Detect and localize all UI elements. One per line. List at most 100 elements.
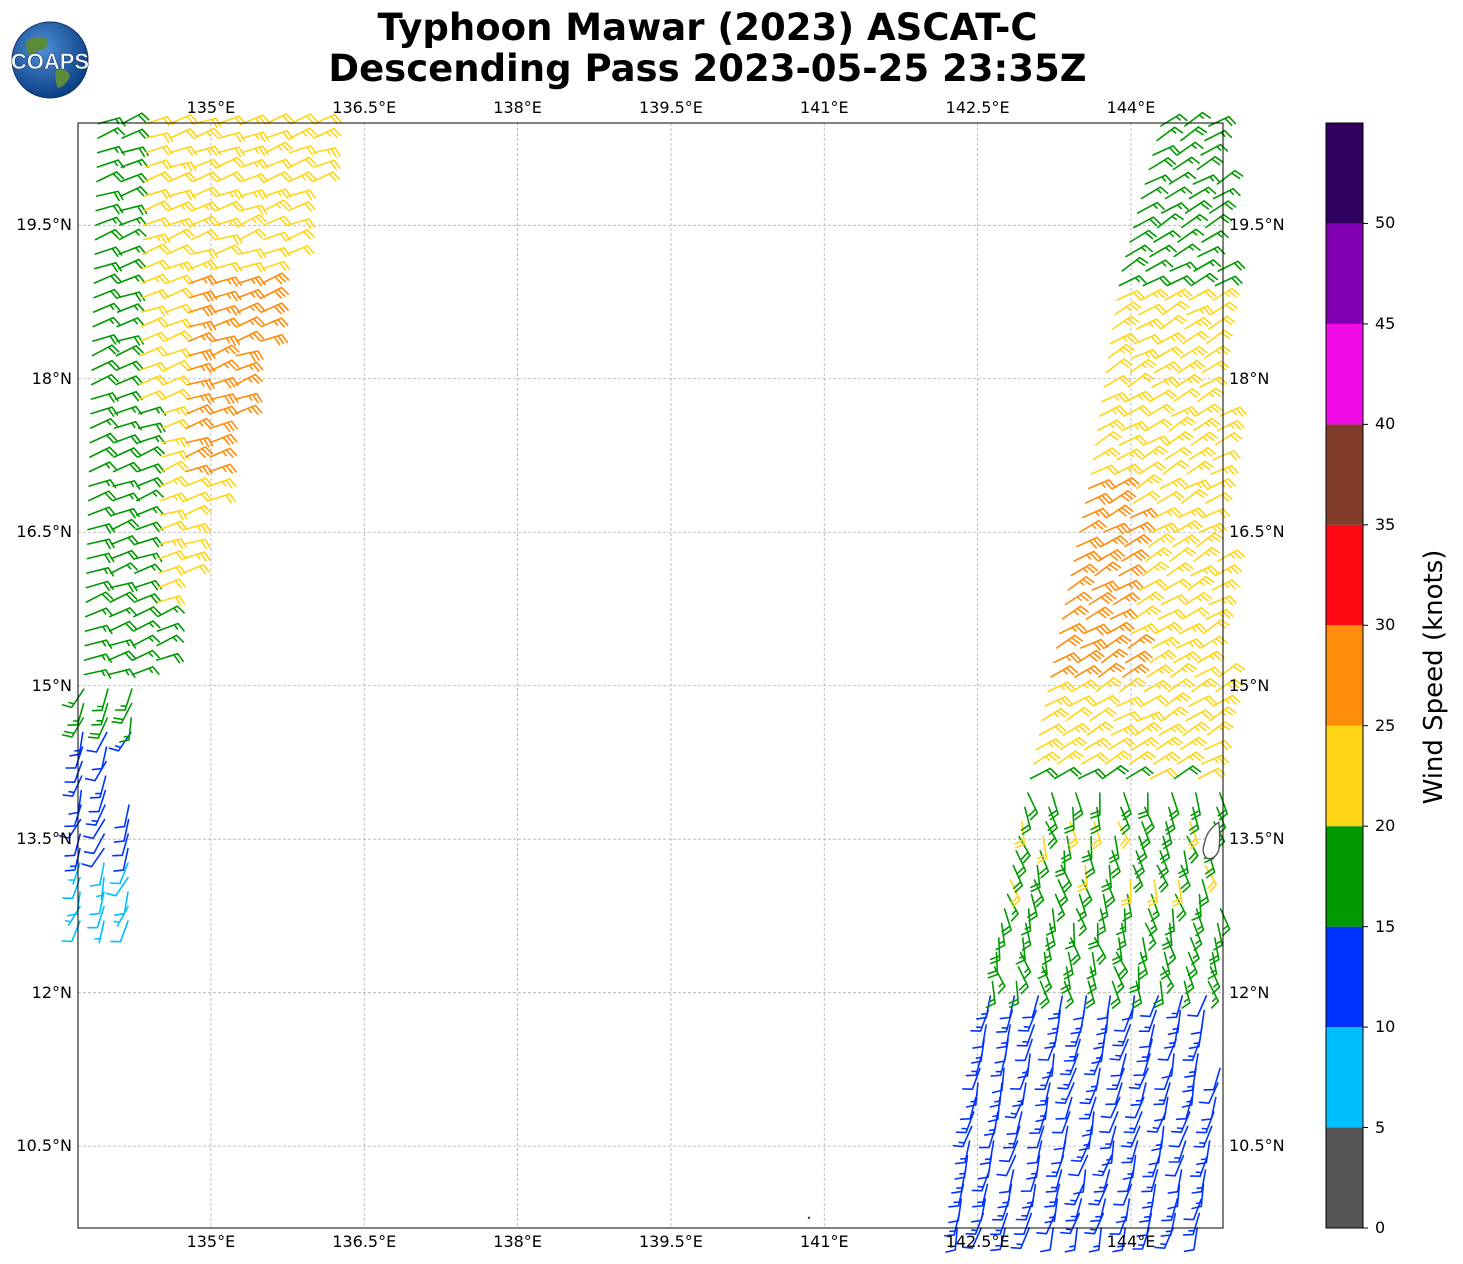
wind-barb xyxy=(1196,532,1224,548)
wind-barb xyxy=(216,171,245,183)
wind-barb xyxy=(989,1082,1003,1108)
wind-barb xyxy=(1029,767,1058,780)
wind-barb xyxy=(1169,547,1197,562)
wind-barb xyxy=(1123,1111,1143,1134)
wind-barb xyxy=(159,520,188,531)
wind-barb xyxy=(1172,534,1200,548)
wind-barb xyxy=(240,173,269,184)
wind-barb xyxy=(1093,1169,1111,1193)
wind-barb xyxy=(1168,416,1196,432)
wind-barb xyxy=(1018,835,1031,864)
wind-barb xyxy=(1014,1038,1033,1062)
wind-barb xyxy=(1110,980,1121,1009)
wind-barb xyxy=(1041,707,1069,722)
wind-barb xyxy=(113,818,130,843)
wind-barb xyxy=(1044,695,1073,707)
wind-barb xyxy=(210,376,240,389)
wind-barb xyxy=(1085,1067,1101,1093)
wind-barb xyxy=(1163,578,1192,591)
wind-barb xyxy=(1157,213,1184,229)
wind-barb xyxy=(97,117,126,127)
wind-barb xyxy=(186,379,215,390)
wind-barb xyxy=(1098,893,1109,922)
wind-barb xyxy=(1187,575,1215,591)
wind-barb xyxy=(1162,300,1190,316)
wind-barb xyxy=(1053,652,1082,664)
wind-barb xyxy=(312,171,341,183)
wind-barb xyxy=(234,373,263,386)
wind-barb xyxy=(263,215,292,226)
wind-barb xyxy=(1143,679,1171,693)
wind-barb xyxy=(1166,431,1194,446)
wind-barb xyxy=(184,464,213,476)
wind-barb xyxy=(1204,129,1233,142)
wind-barb xyxy=(140,316,169,328)
wind-barb xyxy=(1083,737,1112,751)
wind-barb xyxy=(1035,1082,1051,1107)
wind-barb xyxy=(111,702,133,724)
wind-barb xyxy=(191,201,220,212)
wind-barb xyxy=(1133,216,1161,229)
wind-barb xyxy=(1155,346,1184,359)
wind-barb xyxy=(1105,1082,1123,1106)
wind-barb xyxy=(1212,287,1240,301)
wind-barb xyxy=(159,509,188,521)
wind-barb xyxy=(1192,174,1221,185)
wind-barb xyxy=(1045,1169,1063,1193)
wind-barb xyxy=(209,433,238,446)
wind-barb xyxy=(1117,821,1130,849)
lat-tick-label-left: 12°N xyxy=(31,982,72,1002)
wind-barb xyxy=(1210,301,1238,316)
wind-barb xyxy=(240,158,269,170)
wind-barb xyxy=(108,620,137,632)
wind-barb xyxy=(1161,1198,1179,1222)
wind-barb xyxy=(1060,864,1072,893)
wind-barb xyxy=(183,522,212,534)
wind-barb xyxy=(143,217,172,228)
wind-barb xyxy=(262,231,291,242)
wind-barb xyxy=(1115,1198,1131,1224)
wind-barb xyxy=(1062,722,1091,736)
wind-barb xyxy=(1133,334,1163,345)
wind-barb xyxy=(1137,951,1148,980)
wind-barb xyxy=(119,717,132,743)
wind-barb xyxy=(90,702,109,726)
wind-barb xyxy=(116,303,145,313)
colorbar-tick-label: 25 xyxy=(1375,715,1396,735)
wind-barb xyxy=(166,244,195,255)
wind-barb xyxy=(167,201,196,212)
wind-barb xyxy=(1055,1096,1073,1120)
lat-tick-label-right: 19.5°N xyxy=(1229,215,1285,235)
wind-barb xyxy=(84,639,113,649)
wind-barb xyxy=(165,287,194,299)
wind-barb xyxy=(1139,1024,1155,1049)
wind-barb xyxy=(1146,664,1174,678)
wind-barb xyxy=(1095,677,1123,693)
wind-barb xyxy=(1116,448,1145,461)
wind-barb xyxy=(1219,406,1248,417)
wind-barb xyxy=(1038,850,1050,879)
wind-barb xyxy=(89,432,118,444)
wind-barb xyxy=(209,447,238,458)
wind-barb xyxy=(186,393,215,404)
wind-barb xyxy=(1140,694,1169,707)
wind-barb xyxy=(1176,141,1204,156)
colorbar-segment xyxy=(1326,223,1363,324)
wind-barb xyxy=(1059,1053,1079,1076)
lat-tick-label-left: 18°N xyxy=(31,368,72,388)
wind-barb xyxy=(208,478,237,489)
wind-barb xyxy=(1215,678,1243,693)
wind-barb xyxy=(137,435,166,445)
wind-barb xyxy=(1209,966,1221,995)
wind-barb xyxy=(1101,392,1130,403)
wind-barb xyxy=(998,1140,1019,1163)
wind-barb xyxy=(1200,143,1229,156)
wind-barb xyxy=(1129,229,1157,243)
wind-barb xyxy=(1088,922,1099,950)
wind-barb xyxy=(1061,835,1072,864)
wind-barb xyxy=(1180,489,1208,504)
wind-barb xyxy=(1138,792,1149,819)
wind-barb xyxy=(1136,201,1165,214)
lon-tick-label-bottom: 141°E xyxy=(799,1232,849,1251)
wind-barb xyxy=(985,980,996,1009)
